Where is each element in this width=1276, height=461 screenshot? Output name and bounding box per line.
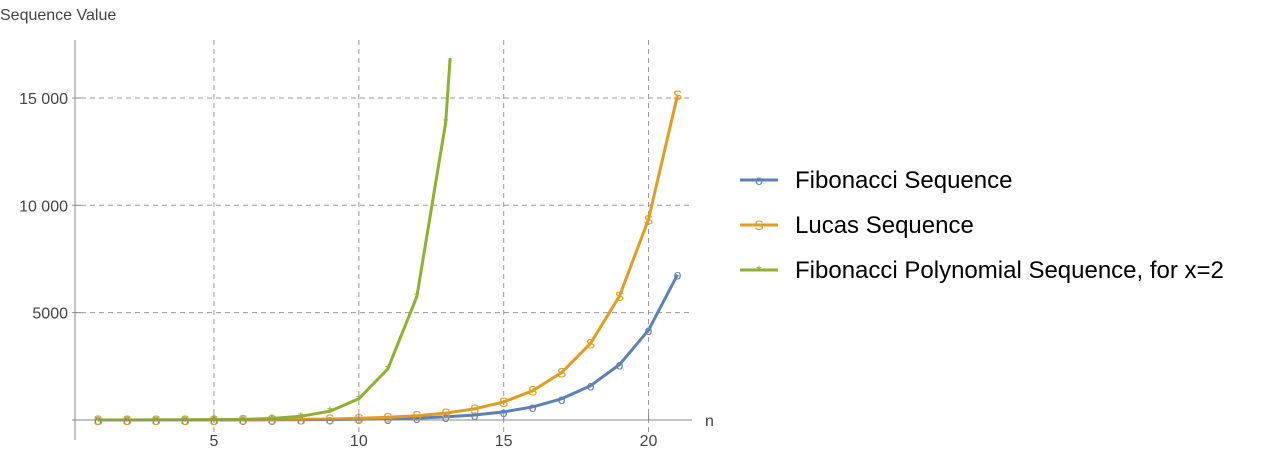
x-tick-label: 15 [495, 433, 513, 450]
point-marker: * [327, 403, 333, 419]
point-marker: S [441, 405, 450, 421]
point-marker: o [616, 357, 624, 373]
point-marker: S [673, 87, 682, 103]
point-marker: S [644, 211, 653, 227]
legend-marker: o [755, 172, 763, 188]
point-marker: o [645, 322, 653, 338]
legend-marker: S [754, 217, 763, 233]
x-tick-label: 20 [640, 433, 658, 450]
point-marker: S [586, 335, 595, 351]
point-marker: S [528, 383, 537, 399]
point-marker: S [296, 411, 305, 427]
point-marker: * [269, 410, 275, 426]
legend-label: Fibonacci Polynomial Sequence, for x=2 [795, 257, 1224, 284]
point-marker: o [674, 267, 682, 283]
series-line [98, 58, 452, 422]
legend-label: Fibonacci Sequence [795, 167, 1012, 194]
point-marker: * [298, 408, 304, 424]
point-marker: o [442, 409, 450, 425]
point-marker: * [356, 391, 362, 407]
point-marker: o [500, 404, 508, 420]
point-marker: S [325, 411, 334, 427]
point-marker: * [385, 361, 391, 377]
point-marker: * [443, 114, 449, 130]
y-tick-label: 5000 [32, 306, 68, 323]
point-marker: S [557, 365, 566, 381]
point-marker: S [499, 394, 508, 410]
point-marker: o [558, 391, 566, 407]
point-marker: * [414, 289, 420, 305]
y-axis-label: Sequence Value [0, 7, 116, 24]
point-marker: o [587, 378, 595, 394]
point-marker: S [470, 401, 479, 417]
x-axis-label: n [705, 413, 714, 430]
point-marker: S [383, 409, 392, 425]
y-tick-label: 15 000 [19, 91, 68, 108]
point-marker: S [615, 288, 624, 304]
point-marker: o [413, 410, 421, 426]
x-tick-label: 10 [350, 433, 368, 450]
point-marker: S [412, 408, 421, 424]
legend-marker: * [756, 262, 762, 278]
point-marker: * [240, 411, 246, 427]
y-tick-label: 10 000 [19, 198, 68, 215]
point-marker: o [471, 407, 479, 423]
legend-label: Lucas Sequence [795, 212, 974, 239]
x-tick-label: 5 [210, 433, 219, 450]
point-marker: o [529, 399, 537, 415]
